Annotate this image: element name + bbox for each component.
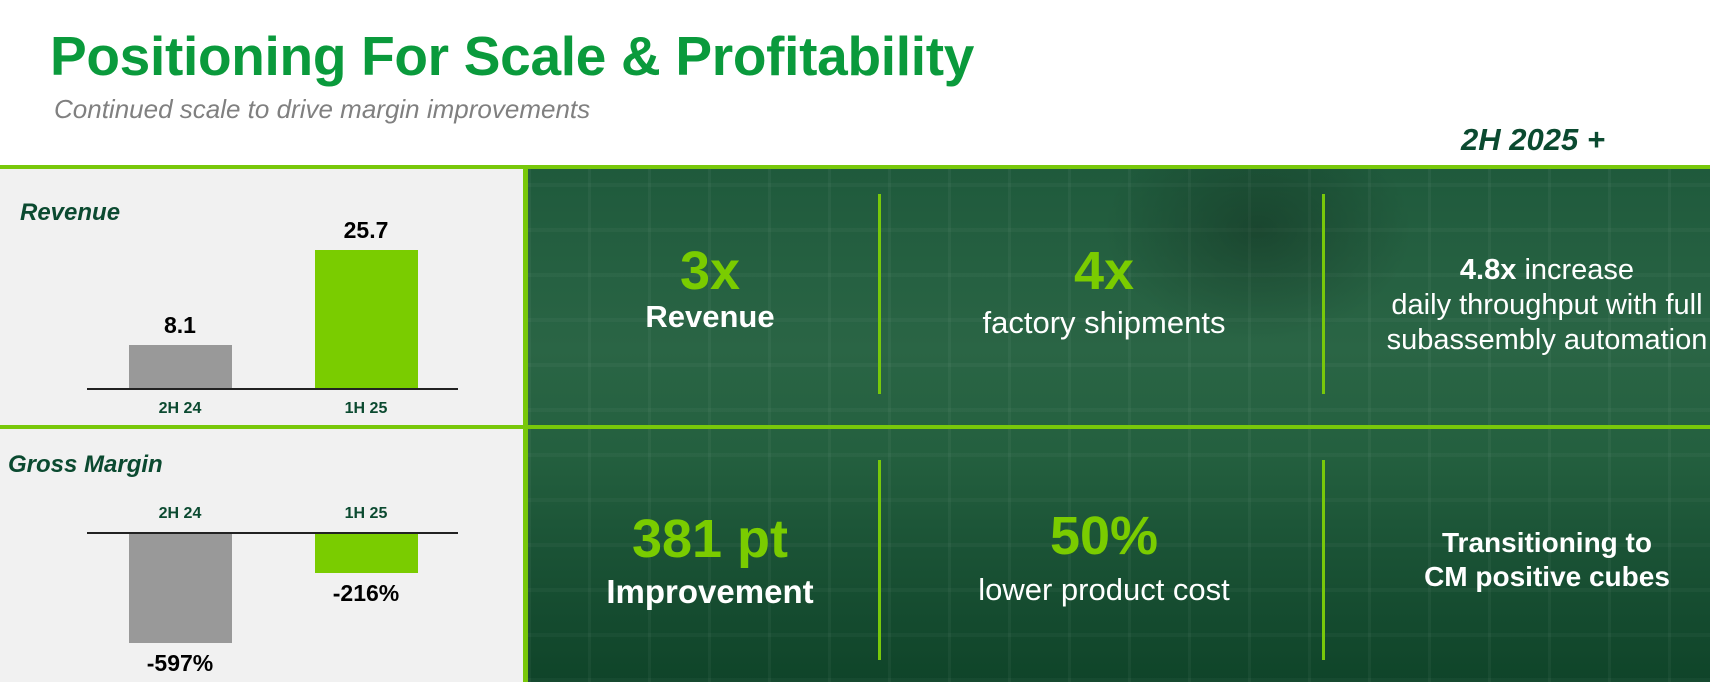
stat-value: 50%	[1049, 506, 1159, 566]
page-title: Positioning For Scale & Profitability	[50, 25, 975, 87]
stat-line: CM positive cubes	[1424, 560, 1670, 592]
x-axis-line	[87, 532, 458, 534]
section-divider	[0, 425, 1710, 429]
period-label: 2H 2025 +	[1461, 122, 1605, 157]
stat-value: 381 pt	[631, 509, 789, 569]
stat-label: Improvement	[606, 573, 814, 610]
bar	[129, 534, 232, 643]
bar	[129, 344, 232, 388]
stat-label: Revenue	[645, 299, 775, 334]
stat-improvement: 381 pt Improvement	[528, 512, 900, 612]
gross-margin-chart-title: Gross Margin	[8, 451, 163, 478]
revenue-chart-title: Revenue	[20, 199, 121, 226]
stat-line: daily throughput with full	[1391, 288, 1703, 321]
stat-label: increase	[1524, 254, 1635, 286]
top-rule	[0, 165, 1710, 169]
data-label: -597%	[146, 650, 214, 676]
divider	[1322, 460, 1325, 660]
stat-line: subassembly automation	[1386, 323, 1708, 356]
stat-product-cost: 50% lower product cost	[914, 509, 1294, 608]
stat-value: 4.8x	[1459, 254, 1517, 286]
page-subtitle: Continued scale to drive margin improvem…	[54, 94, 591, 124]
stat-value: 3x	[679, 241, 741, 301]
stat-cm-positive: Transitioning to CM positive cubes	[1337, 526, 1710, 593]
divider	[878, 194, 881, 394]
x-axis-line	[87, 388, 458, 390]
stat-label: factory shipments	[982, 305, 1226, 340]
category-label: 2H 24	[158, 400, 202, 417]
stat-shipments: 4x factory shipments	[914, 244, 1294, 341]
category-label: 1H 25	[344, 505, 388, 522]
panel-divider	[523, 165, 528, 682]
stat-value: 4x	[1073, 241, 1135, 301]
divider	[1322, 194, 1325, 394]
data-label: 25.7	[343, 217, 389, 243]
bar	[315, 250, 418, 388]
divider	[878, 460, 881, 660]
data-label: 8.1	[164, 311, 196, 338]
stat-throughput: 4.8x increase daily throughput with full…	[1337, 253, 1710, 357]
category-label: 1H 25	[344, 400, 388, 417]
category-label: 2H 24	[158, 505, 202, 522]
stat-label: lower product cost	[978, 572, 1230, 607]
stat-line: Transitioning to	[1442, 527, 1652, 558]
stat-revenue: 3x Revenue	[528, 244, 900, 335]
bar	[315, 534, 418, 574]
data-label: -216%	[332, 580, 400, 607]
